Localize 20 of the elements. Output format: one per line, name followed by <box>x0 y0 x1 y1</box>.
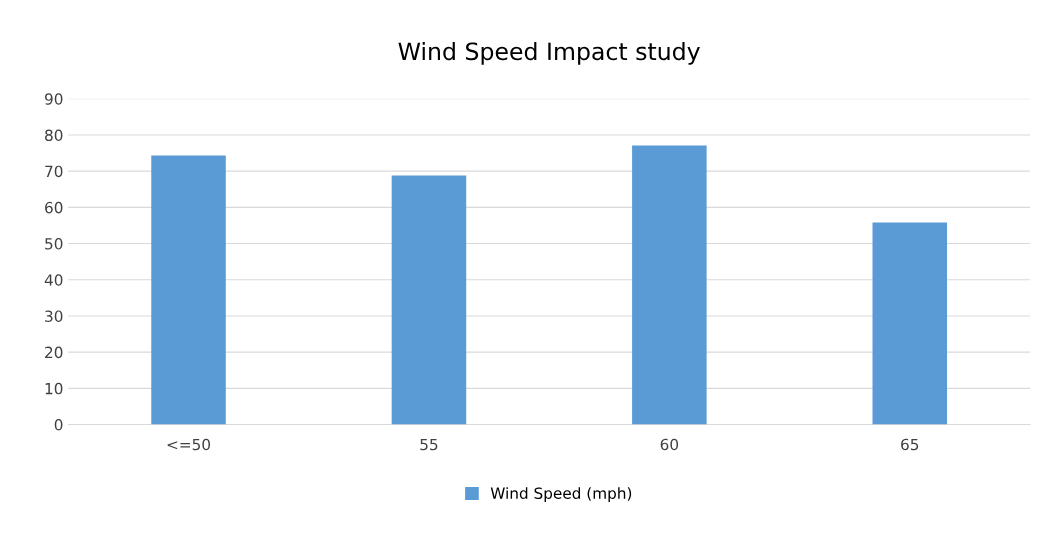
y-tick-label: 10 <box>45 382 63 395</box>
x-tick-label: <=50 <box>167 438 211 451</box>
x-tick-label: 60 <box>660 438 679 451</box>
chart-title: Wind Speed Impact study <box>398 41 700 65</box>
y-tick-label: 60 <box>45 201 63 214</box>
x-tick-label: 55 <box>420 438 438 451</box>
bar <box>632 145 707 425</box>
y-tick-label: 20 <box>45 346 63 359</box>
y-tick-label: 0 <box>54 419 63 431</box>
y-tick-label: 30 <box>45 310 63 322</box>
x-tick-label: 65 <box>901 438 919 451</box>
y-tick-label: 40 <box>44 274 63 286</box>
bar <box>391 175 467 425</box>
y-tick-label: 80 <box>45 129 63 141</box>
legend-label: Wind Speed (mph) <box>490 487 632 502</box>
bar <box>872 222 948 425</box>
bar <box>151 155 226 425</box>
y-tick-label: 90 <box>44 93 63 105</box>
y-tick-label: 50 <box>45 238 63 250</box>
y-tick-label: 70 <box>45 165 63 178</box>
